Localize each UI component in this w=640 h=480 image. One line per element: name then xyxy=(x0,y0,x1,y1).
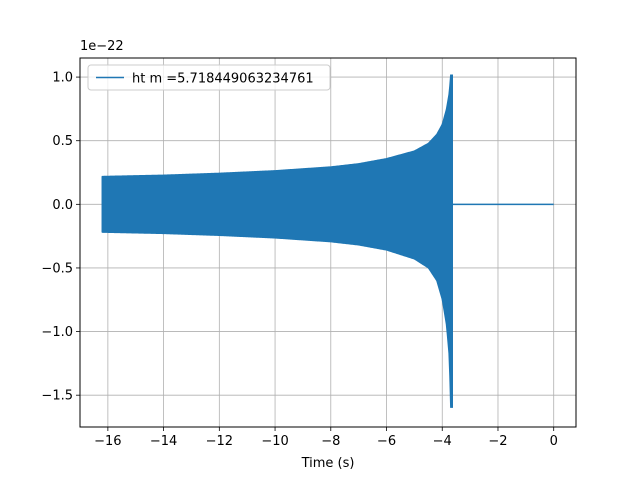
legend: ht m =5.718449063234761 xyxy=(87,64,331,91)
x-tick-label: −14 xyxy=(150,434,177,449)
axes-frame xyxy=(79,57,577,428)
legend-box xyxy=(87,64,331,91)
y-tick-label: 1.0 xyxy=(52,71,73,86)
x-tick-label: 0 xyxy=(550,434,558,449)
x-tick-label: −2 xyxy=(488,434,507,449)
x-tick-label: −10 xyxy=(261,434,288,449)
x-tick-label: −4 xyxy=(433,434,452,449)
y-tick-label: −1.5 xyxy=(41,389,73,404)
waveform-oscillation-band xyxy=(101,74,452,408)
x-axis-ticks: −16 −14 −12 −10 −8 −6 −4 −2 0 xyxy=(94,427,558,449)
x-tick-label: −6 xyxy=(377,434,396,449)
x-tick-label: −12 xyxy=(206,434,233,449)
plot-data xyxy=(101,74,554,408)
legend-series-label: ht m =5.718449063234761 xyxy=(132,72,314,87)
x-axis-label: Time (s) xyxy=(301,456,355,471)
y-axis-ticks: −1.5 −1.0 −0.5 0.0 0.5 1.0 xyxy=(41,71,80,404)
y-tick-label: −0.5 xyxy=(41,261,73,276)
y-tick-label: −1.0 xyxy=(41,325,73,340)
y-tick-label: 0.5 xyxy=(52,134,73,149)
y-axis-offset-label: 1e−22 xyxy=(80,39,124,54)
y-tick-label: 0.0 xyxy=(52,198,73,213)
x-tick-label: −16 xyxy=(94,434,121,449)
x-tick-label: −8 xyxy=(321,434,340,449)
